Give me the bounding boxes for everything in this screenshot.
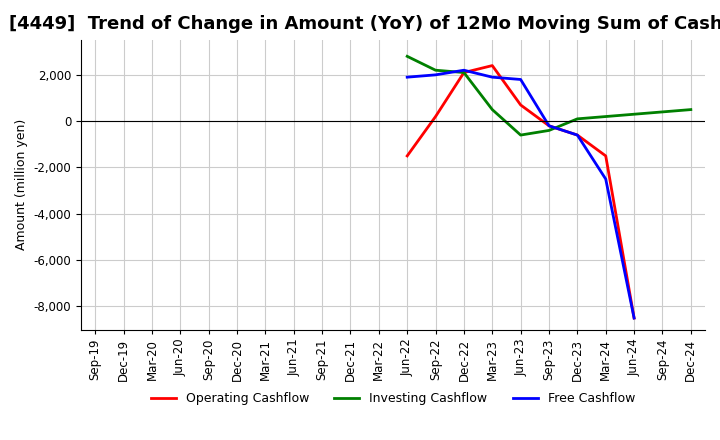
Title: [4449]  Trend of Change in Amount (YoY) of 12Mo Moving Sum of Cashflows: [4449] Trend of Change in Amount (YoY) o… xyxy=(9,15,720,33)
Y-axis label: Amount (million yen): Amount (million yen) xyxy=(15,119,28,250)
Legend: Operating Cashflow, Investing Cashflow, Free Cashflow: Operating Cashflow, Investing Cashflow, … xyxy=(146,387,640,410)
